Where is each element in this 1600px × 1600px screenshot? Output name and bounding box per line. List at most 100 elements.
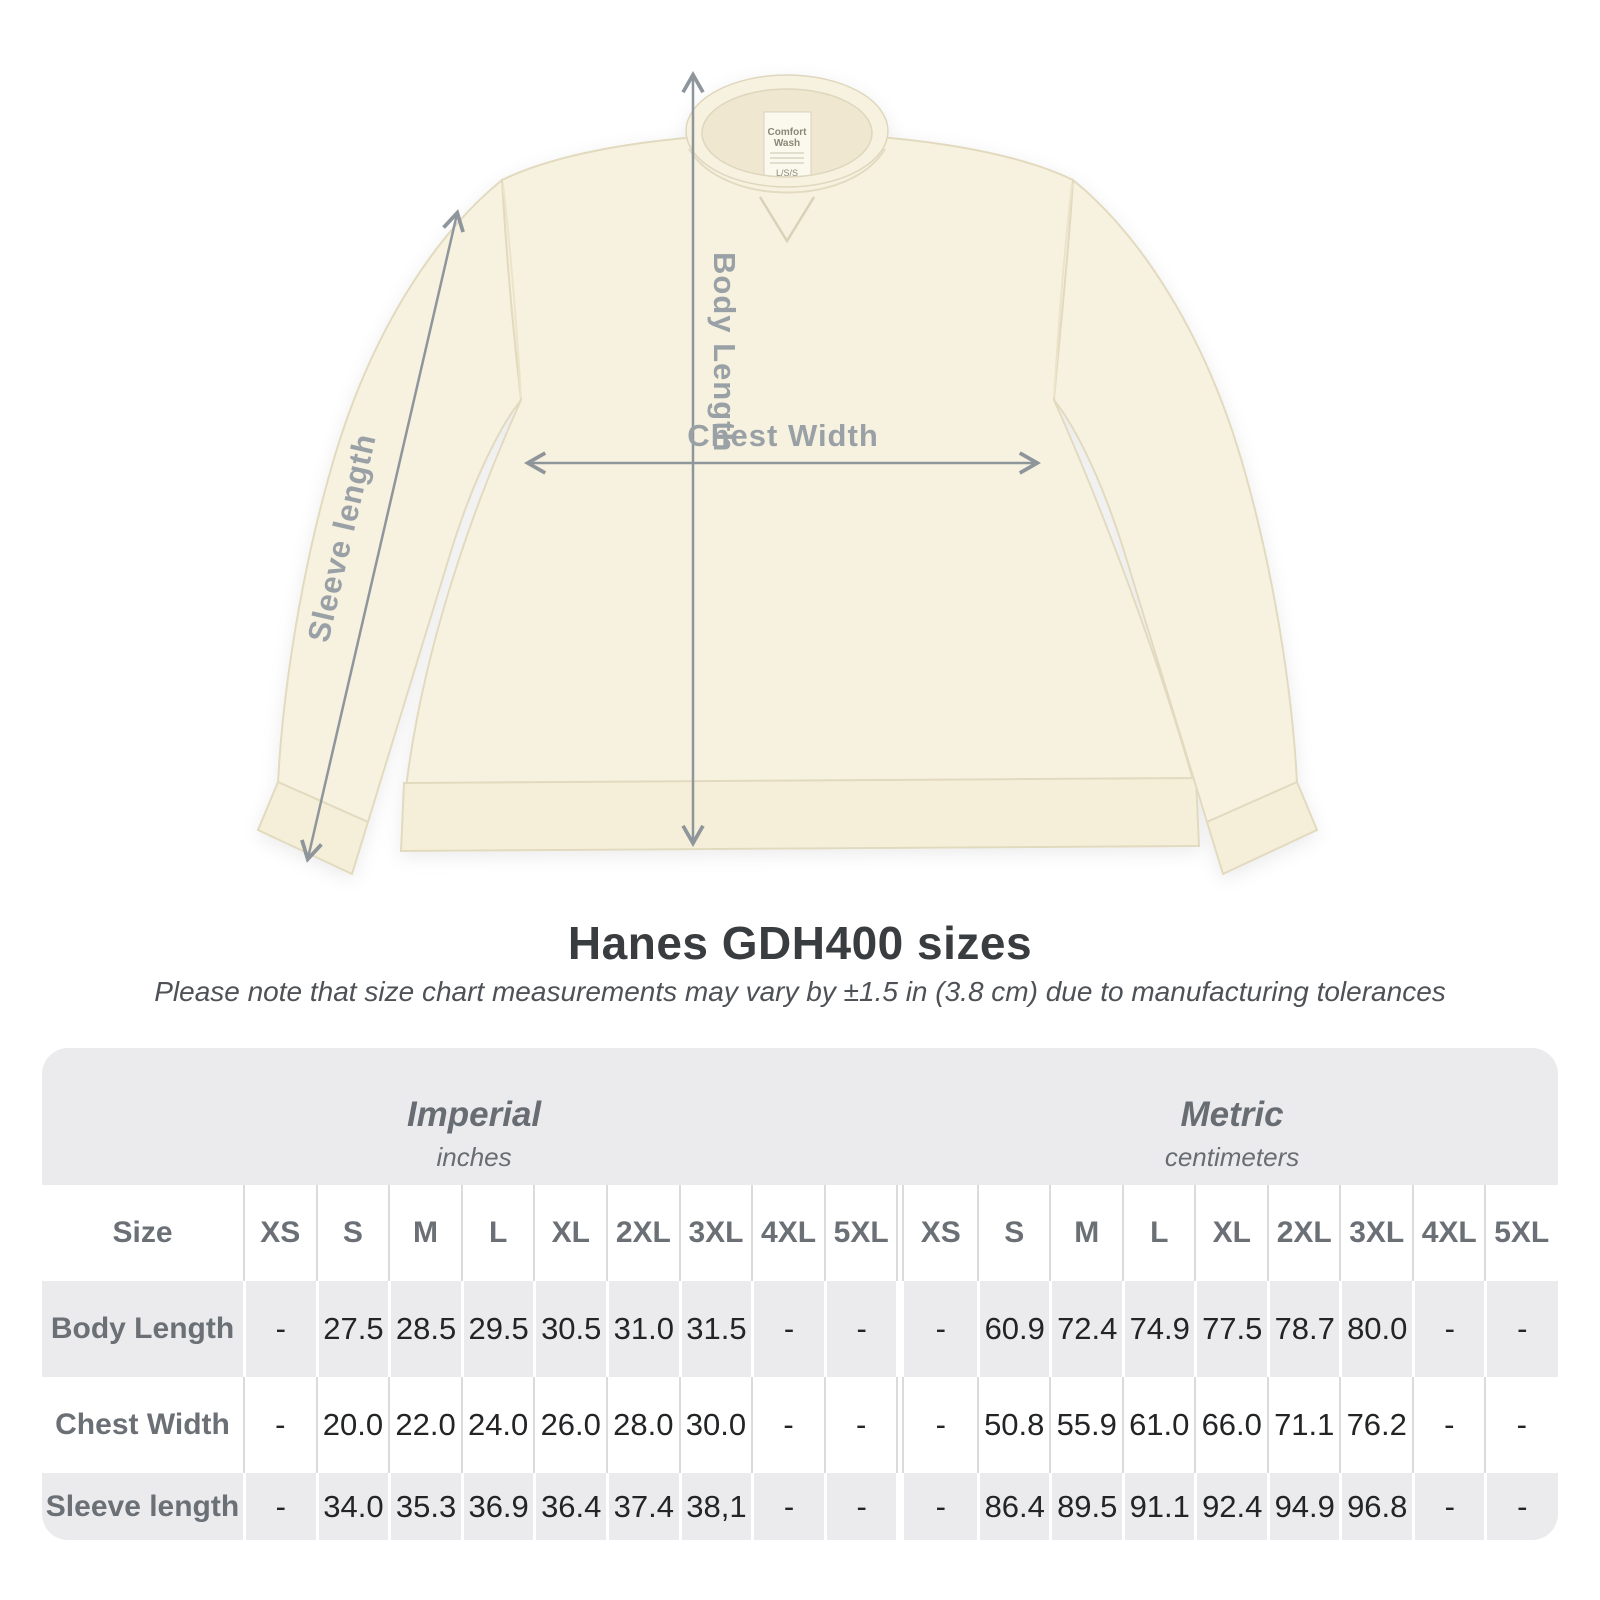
- tolerance-note: Please note that size chart measurements…: [154, 976, 1446, 1007]
- table-cell: -: [1484, 1377, 1557, 1473]
- table-cell: 28.5: [388, 1281, 461, 1377]
- table-cell: -: [823, 1281, 897, 1377]
- table-cell: 34.0: [315, 1473, 389, 1540]
- table-cell: 36.9: [460, 1473, 534, 1540]
- hem-band: [399, 776, 1201, 853]
- table-cell: 37.4: [606, 1473, 679, 1540]
- collar: [685, 74, 889, 188]
- table-cell: -: [243, 1281, 316, 1377]
- table-cell: 31.5: [678, 1281, 752, 1377]
- table-cell: 92.4: [1194, 1473, 1267, 1540]
- table-cell: -: [1411, 1281, 1485, 1377]
- measurement-arrows: [300, 70, 1042, 863]
- sweatshirt-size-diagram: Comfort Wash L/S/S Body Length Chest Wid…: [256, 70, 1319, 876]
- table-cell: 30.0: [678, 1377, 752, 1473]
- table-cell: -: [935, 1488, 946, 1524]
- size-col-header: XS: [243, 1185, 316, 1281]
- chest-width-label: Chest Width: [687, 418, 879, 453]
- body-length-label: Body Length: [707, 252, 742, 452]
- size-col-header: 4XL: [1411, 1185, 1485, 1281]
- row-label: Body Length: [50, 1312, 235, 1345]
- shoulder-seam-right: [1053, 183, 1073, 399]
- imperial-title: Imperial: [406, 1095, 542, 1134]
- neck-label-brand-line1: Comfort: [768, 127, 808, 138]
- table-row-chest-width: Chest Width - 20.0 22.0 24.0 26.0 28.0 3…: [42, 1377, 1558, 1473]
- table-cell: -: [751, 1473, 824, 1540]
- table-cell: 74.9: [1121, 1281, 1195, 1377]
- unit-header-band: Imperial inches Metric centimeters: [42, 1048, 1558, 1185]
- sweatshirt-graphic: Comfort Wash L/S/S: [256, 74, 1319, 876]
- size-col-header: XL: [1194, 1185, 1267, 1281]
- table-header-row: Size XS S M L XL 2XL 3XL 4XL 5XL XS S M …: [42, 1185, 1558, 1281]
- size-col-header: M: [388, 1185, 461, 1281]
- size-col-header: 2XL: [606, 1185, 679, 1281]
- imperial-header: Imperial inches: [42, 1048, 906, 1185]
- table-cell: -: [935, 1311, 946, 1346]
- table-cell: 86.4: [976, 1473, 1050, 1540]
- table-cell: 36.4: [533, 1473, 606, 1540]
- neck-seam: [688, 148, 886, 194]
- size-col-header: 3XL: [678, 1185, 752, 1281]
- table-cell: -: [1411, 1473, 1485, 1540]
- table-cell: -: [823, 1377, 897, 1473]
- table-cell: 28.0: [606, 1377, 679, 1473]
- table-cell: -: [243, 1377, 316, 1473]
- table-cell: 26.0: [533, 1377, 606, 1473]
- table-cell: 94.9: [1266, 1473, 1340, 1540]
- table-cell: 78.7: [1266, 1281, 1340, 1377]
- row-label: Chest Width: [55, 1408, 230, 1441]
- table-cell: -: [751, 1281, 824, 1377]
- panel-gap: [896, 1473, 905, 1540]
- size-col-header: S: [976, 1185, 1050, 1281]
- metric-header: Metric centimeters: [906, 1048, 1558, 1185]
- size-col-header: XS: [920, 1216, 961, 1249]
- panel-gap: [896, 1185, 905, 1281]
- size-column-header: Size: [112, 1216, 173, 1249]
- imperial-unit: inches: [436, 1142, 512, 1172]
- size-col-header: 3XL: [1339, 1185, 1412, 1281]
- panel-gap: [896, 1281, 905, 1377]
- table-cell: 30.5: [533, 1281, 606, 1377]
- table-cell: -: [751, 1377, 824, 1473]
- table-cell: -: [935, 1407, 946, 1442]
- table-cell: 96.8: [1339, 1473, 1412, 1540]
- table-cell: 66.0: [1194, 1377, 1267, 1473]
- neck-label-size: L/S/S: [776, 168, 798, 178]
- table-cell: 35.3: [388, 1473, 461, 1540]
- size-table: Imperial inches Metric centimeters Size …: [42, 1048, 1558, 1540]
- shoulder-seam-left: [502, 183, 522, 399]
- metric-title: Metric: [1180, 1095, 1284, 1134]
- size-col-header: 2XL: [1266, 1185, 1340, 1281]
- table-cell: 89.5: [1049, 1473, 1122, 1540]
- table-cell: -: [1411, 1377, 1485, 1473]
- table-cell: 71.1: [1266, 1377, 1340, 1473]
- table-cell: 80.0: [1339, 1281, 1412, 1377]
- table-cell: -: [823, 1473, 897, 1540]
- table-cell: -: [1484, 1281, 1557, 1377]
- table-cell: 24.0: [460, 1377, 534, 1473]
- table-cell: 76.2: [1339, 1377, 1412, 1473]
- table-cell: -: [1484, 1473, 1557, 1540]
- size-col-header: L: [460, 1185, 534, 1281]
- table-cell: 91.1: [1121, 1473, 1195, 1540]
- table-cell: 38,1: [678, 1473, 752, 1540]
- table-cell: 77.5: [1194, 1281, 1267, 1377]
- sleeve-length-arrow: [300, 209, 465, 863]
- table-cell: 60.9: [976, 1281, 1050, 1377]
- table-cell: 72.4: [1049, 1281, 1122, 1377]
- row-label: Sleeve length: [45, 1489, 240, 1523]
- table-cell: 22.0: [388, 1377, 461, 1473]
- table-row-body-length: Body Length - 27.5 28.5 29.5 30.5 31.0 3…: [42, 1281, 1558, 1377]
- size-col-header: 5XL: [823, 1185, 897, 1281]
- size-col-header: M: [1049, 1185, 1122, 1281]
- table-cell: -: [243, 1473, 316, 1540]
- v-notch: [758, 196, 816, 244]
- table-cell: 27.5: [315, 1281, 389, 1377]
- panel-gap: [896, 1377, 905, 1473]
- table-cell: 55.9: [1049, 1377, 1122, 1473]
- table-cell: 31.0: [606, 1281, 679, 1377]
- size-col-header: S: [315, 1185, 389, 1281]
- table-cell: 50.8: [976, 1377, 1050, 1473]
- metric-unit: centimeters: [1164, 1142, 1300, 1172]
- table-cell: 20.0: [315, 1377, 389, 1473]
